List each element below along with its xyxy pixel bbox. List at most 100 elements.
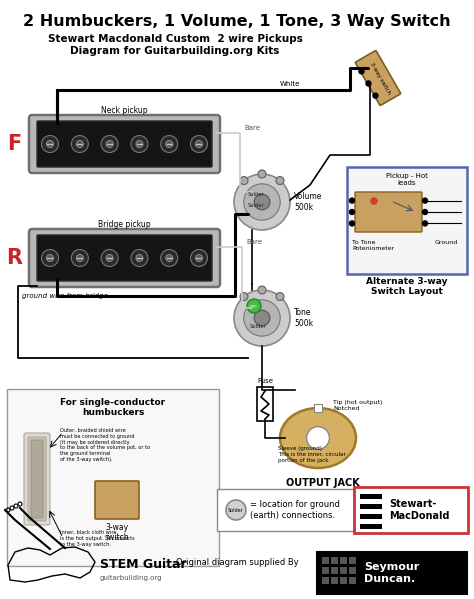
Text: ground wire from bridge: ground wire from bridge — [22, 293, 108, 299]
Bar — [360, 494, 382, 499]
Circle shape — [240, 292, 248, 301]
FancyBboxPatch shape — [317, 552, 467, 594]
Text: guitarbuilding.org: guitarbuilding.org — [100, 575, 163, 581]
Text: Pickup - Hot
leads: Pickup - Hot leads — [386, 173, 428, 186]
Text: Solder: Solder — [228, 507, 244, 513]
Text: 3-way
switch: 3-way switch — [105, 523, 129, 543]
Ellipse shape — [280, 408, 356, 468]
FancyBboxPatch shape — [355, 192, 422, 232]
FancyBboxPatch shape — [95, 481, 139, 519]
Text: Neck pickup: Neck pickup — [101, 106, 148, 115]
Circle shape — [161, 250, 178, 267]
FancyBboxPatch shape — [347, 167, 467, 274]
Text: To Tone
Poteniometer: To Tone Poteniometer — [352, 240, 394, 251]
Circle shape — [191, 135, 208, 153]
Circle shape — [349, 198, 355, 203]
Text: Diagram for Guitarbuilding.org Kits: Diagram for Guitarbuilding.org Kits — [70, 46, 280, 56]
FancyBboxPatch shape — [7, 389, 219, 566]
Text: Bare: Bare — [246, 239, 262, 245]
FancyBboxPatch shape — [31, 440, 43, 518]
Circle shape — [373, 93, 378, 98]
Text: Fuse: Fuse — [257, 378, 273, 384]
Circle shape — [422, 221, 428, 226]
Circle shape — [76, 255, 83, 262]
Circle shape — [371, 198, 377, 204]
Bar — [340, 557, 347, 564]
Bar — [331, 567, 338, 574]
Bar — [340, 567, 347, 574]
Circle shape — [254, 194, 270, 210]
Circle shape — [226, 500, 246, 520]
Circle shape — [161, 135, 178, 153]
Text: Outer, braided shield wire
must be connected to ground
(it may be soldered direc: Outer, braided shield wire must be conne… — [60, 428, 150, 462]
Circle shape — [166, 255, 173, 262]
Circle shape — [244, 300, 280, 336]
Text: cap: cap — [250, 304, 258, 308]
FancyBboxPatch shape — [37, 121, 212, 167]
Circle shape — [195, 141, 202, 147]
Circle shape — [307, 426, 329, 449]
Text: Tip (hot output)
Notched: Tip (hot output) Notched — [333, 400, 383, 411]
Text: Ground: Ground — [435, 240, 458, 245]
Circle shape — [106, 141, 113, 147]
Text: R: R — [6, 248, 22, 268]
Text: Solder: Solder — [247, 203, 264, 208]
Bar — [340, 577, 347, 584]
FancyBboxPatch shape — [28, 437, 46, 521]
Text: Tone
500k: Tone 500k — [294, 308, 313, 328]
Circle shape — [46, 255, 54, 262]
Circle shape — [166, 141, 173, 147]
Circle shape — [422, 210, 428, 214]
Text: Original diagram supplied By: Original diagram supplied By — [176, 558, 298, 567]
Text: Bridge pickup: Bridge pickup — [98, 220, 151, 229]
Circle shape — [42, 135, 58, 153]
Bar — [322, 567, 329, 574]
Bar — [360, 514, 382, 519]
Circle shape — [349, 210, 355, 214]
Text: For single-conductor
humbuckers: For single-conductor humbuckers — [61, 398, 165, 418]
Text: Seymour
Duncan.: Seymour Duncan. — [364, 562, 419, 584]
Circle shape — [71, 250, 88, 267]
Circle shape — [136, 255, 143, 262]
Text: STEM Guitar: STEM Guitar — [100, 558, 187, 571]
Circle shape — [247, 299, 261, 313]
Circle shape — [101, 135, 118, 153]
Text: 2 Humbuckers, 1 Volume, 1 Tone, 3 Way Switch: 2 Humbuckers, 1 Volume, 1 Tone, 3 Way Sw… — [23, 14, 451, 29]
Text: Bare: Bare — [244, 125, 260, 131]
Circle shape — [276, 292, 284, 301]
Circle shape — [258, 170, 266, 178]
FancyBboxPatch shape — [29, 229, 220, 287]
Circle shape — [195, 255, 202, 262]
Bar — [349, 577, 356, 584]
Text: Solder: Solder — [247, 192, 264, 197]
Bar — [331, 577, 338, 584]
Text: Alternate 3-way
Switch Layout: Alternate 3-way Switch Layout — [366, 277, 448, 297]
Circle shape — [366, 81, 371, 86]
Circle shape — [76, 141, 83, 147]
FancyBboxPatch shape — [257, 387, 273, 421]
Bar — [322, 577, 329, 584]
Text: Stewart-
MacDonald: Stewart- MacDonald — [389, 499, 449, 521]
Circle shape — [359, 69, 364, 74]
Circle shape — [234, 174, 290, 230]
Bar — [349, 567, 356, 574]
Circle shape — [131, 250, 148, 267]
Circle shape — [46, 141, 54, 147]
FancyBboxPatch shape — [356, 51, 401, 105]
Bar — [360, 504, 382, 509]
FancyBboxPatch shape — [354, 487, 468, 533]
Text: OUTPUT JACK: OUTPUT JACK — [286, 478, 360, 488]
Circle shape — [254, 310, 270, 326]
Text: F: F — [7, 134, 21, 154]
Bar — [349, 557, 356, 564]
FancyBboxPatch shape — [217, 489, 397, 531]
Text: 3-way switch: 3-way switch — [369, 61, 391, 95]
Bar — [360, 524, 382, 529]
Text: White: White — [280, 81, 301, 87]
Bar — [331, 557, 338, 564]
Text: Solder: Solder — [250, 324, 266, 329]
Circle shape — [422, 198, 428, 203]
Circle shape — [244, 184, 280, 220]
Circle shape — [240, 177, 248, 184]
Circle shape — [191, 250, 208, 267]
